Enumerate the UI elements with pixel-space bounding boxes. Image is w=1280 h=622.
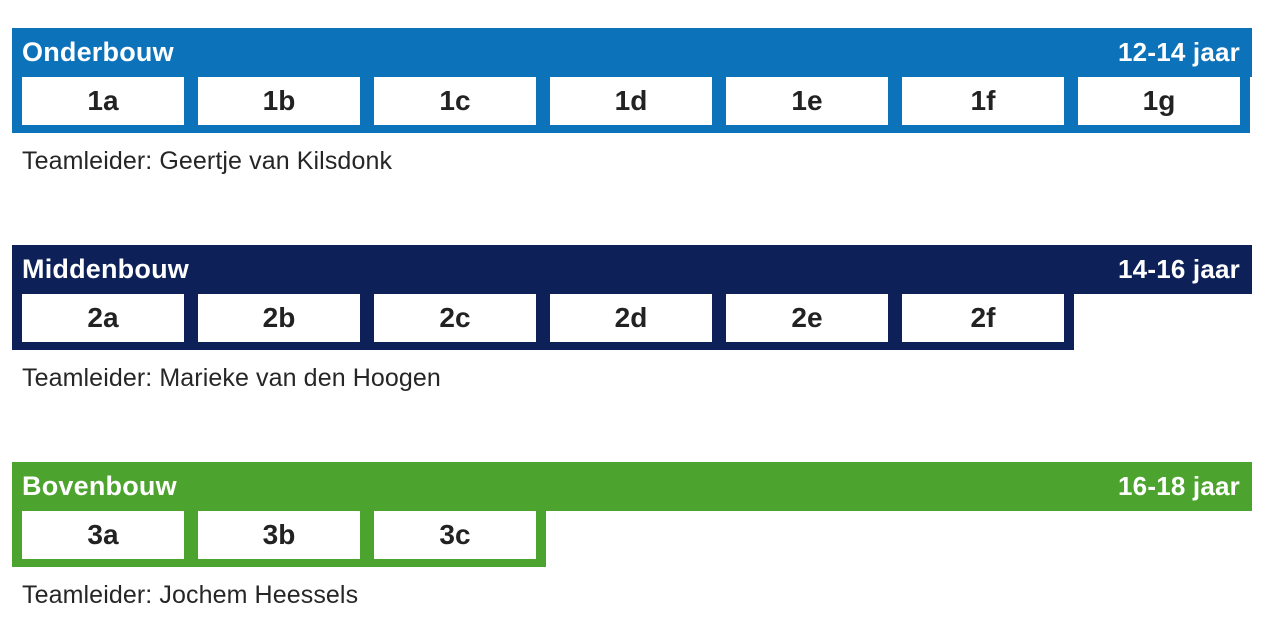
class-cell: 2f: [902, 294, 1064, 342]
teamleider-text: Teamleider: Marieke van den Hoogen: [22, 364, 441, 392]
age-range-label: 16-18 jaar: [1118, 471, 1240, 501]
class-cell: 1e: [726, 77, 888, 125]
class-row: 3a 3b 3c: [12, 511, 546, 567]
class-row: 1a 1b 1c 1d 1e 1f 1g: [12, 77, 1250, 133]
class-cell: 1g: [1078, 77, 1240, 125]
class-row: 2a 2b 2c 2d 2e 2f: [12, 294, 1074, 350]
age-range-label: 14-16 jaar: [1118, 254, 1240, 284]
teamleider-text: Teamleider: Jochem Heessels: [22, 581, 359, 609]
section-title: Middenbouw: [22, 254, 189, 284]
section-middenbouw: Middenbouw 14-16 jaar 2a 2b 2c 2d 2e 2f …: [12, 245, 1252, 393]
section-onderbouw: Onderbouw 12-14 jaar 1a 1b 1c 1d 1e 1f 1…: [12, 28, 1252, 176]
section-bovenbouw: Bovenbouw 16-18 jaar 3a 3b 3c Teamleider…: [12, 462, 1252, 610]
section-title: Onderbouw: [22, 37, 174, 67]
class-cell: 3b: [198, 511, 360, 559]
teamleider-text: Teamleider: Geertje van Kilsdonk: [22, 147, 393, 175]
section-banner: Onderbouw 12-14 jaar: [12, 28, 1252, 77]
class-cell: 2d: [550, 294, 712, 342]
class-cell: 2c: [374, 294, 536, 342]
section-title: Bovenbouw: [22, 471, 177, 501]
class-cell: 1b: [198, 77, 360, 125]
class-cell: 1f: [902, 77, 1064, 125]
class-cell: 2e: [726, 294, 888, 342]
class-cell: 1c: [374, 77, 536, 125]
class-cell: 2a: [22, 294, 184, 342]
class-cell: 3c: [374, 511, 536, 559]
section-banner: Bovenbouw 16-18 jaar: [12, 462, 1252, 511]
class-cell: 1a: [22, 77, 184, 125]
section-banner: Middenbouw 14-16 jaar: [12, 245, 1252, 294]
class-cell: 1d: [550, 77, 712, 125]
age-range-label: 12-14 jaar: [1118, 37, 1240, 67]
class-cell: 2b: [198, 294, 360, 342]
class-cell: 3a: [22, 511, 184, 559]
